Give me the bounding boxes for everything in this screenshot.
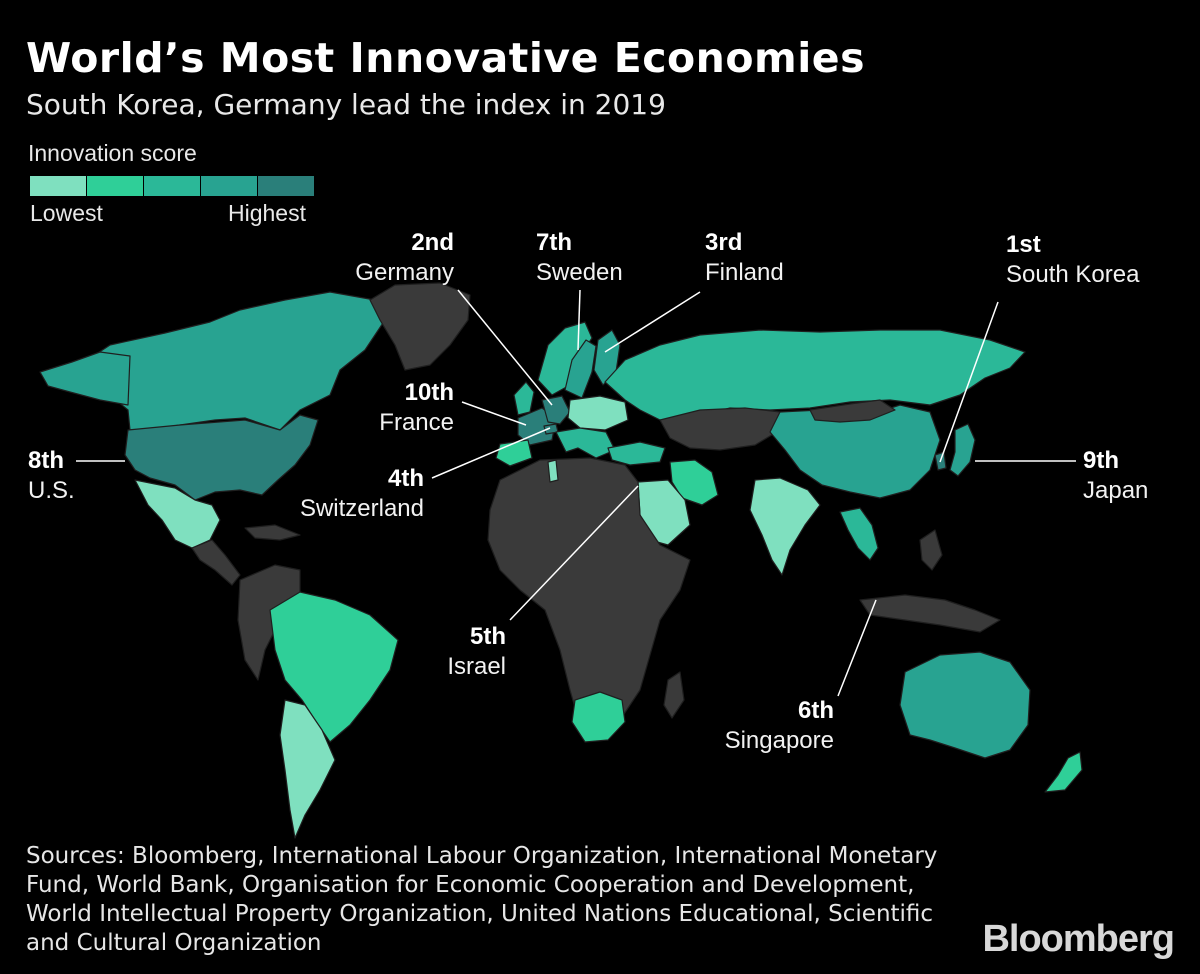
label-france: 10th France — [379, 378, 454, 438]
region-south-america-north — [237, 564, 301, 681]
bloomberg-logo: Bloomberg — [982, 918, 1175, 960]
leader-line-switzerland — [431, 427, 551, 479]
label-israel: 5th Israel — [447, 622, 506, 682]
legend-swatch-2 — [87, 176, 143, 196]
country-alaska — [39, 351, 131, 406]
country-japan — [949, 423, 976, 477]
region-balkans-italy — [555, 427, 616, 459]
country-name-south-korea: South Korea — [1006, 261, 1140, 288]
leader-line-israel — [509, 485, 639, 621]
country-india — [749, 477, 821, 576]
country-name-japan: Japan — [1083, 477, 1149, 504]
country-mexico — [134, 479, 221, 549]
region-central-america — [191, 539, 241, 586]
country-turkey — [607, 441, 666, 466]
sources-note: Sources: Bloomberg, International Labour… — [26, 843, 938, 956]
legend-swatch-1 — [30, 176, 86, 196]
country-south-africa — [571, 691, 626, 743]
label-us: 8th U.S. — [28, 446, 75, 506]
label-japan: 9th Japan — [1083, 446, 1148, 506]
rank-israel: 5th — [470, 623, 506, 650]
country-philippines — [919, 529, 943, 571]
legend-swatch-5 — [258, 176, 314, 196]
country-name-switzerland: Switzerland — [299, 495, 424, 522]
label-switzerland: 4th Switzerland — [300, 464, 424, 524]
country-name-us: U.S. — [28, 477, 75, 504]
rank-germany: 2nd — [411, 229, 454, 256]
region-caribbean — [244, 524, 301, 541]
chart-title: World’s Most Innovative Economies — [26, 34, 866, 82]
country-name-singapore: Singapore — [724, 727, 834, 754]
leader-line-germany — [457, 289, 553, 406]
country-name-germany: Germany — [355, 259, 454, 286]
rank-japan: 9th — [1083, 447, 1119, 474]
leader-line-sweden — [577, 289, 581, 351]
region-southeast-asia — [839, 507, 879, 561]
rank-south-korea: 1st — [1006, 231, 1041, 258]
country-tunisia — [547, 459, 559, 483]
rank-singapore: 6th — [798, 697, 834, 724]
rank-sweden: 7th — [536, 229, 572, 256]
label-finland: 3rd Finland — [705, 228, 784, 288]
country-germany — [541, 395, 571, 425]
legend-swatch-3 — [144, 176, 200, 196]
label-sweden: 7th Sweden — [536, 228, 623, 288]
country-name-finland: Finland — [705, 259, 784, 286]
region-central-asia — [659, 407, 781, 451]
leader-line-south-korea — [939, 301, 999, 463]
country-mongolia — [809, 399, 896, 423]
leader-line-singapore — [837, 599, 877, 697]
country-iran — [669, 459, 719, 506]
country-madagascar — [663, 671, 685, 719]
rank-switzerland: 4th — [388, 465, 424, 492]
leader-line-france — [461, 401, 527, 426]
country-australia — [899, 651, 1031, 759]
rank-finland: 3rd — [705, 229, 743, 256]
legend-low-label: Lowest — [30, 200, 103, 226]
region-africa — [487, 457, 691, 741]
rank-france: 10th — [404, 379, 454, 406]
country-greenland — [369, 282, 471, 371]
country-new-zealand — [1044, 751, 1083, 793]
country-name-france: France — [379, 409, 454, 436]
country-usa — [124, 414, 319, 501]
country-finland — [593, 329, 621, 386]
region-indonesia — [859, 594, 1001, 633]
country-brazil — [269, 591, 399, 743]
label-singapore: 6th Singapore — [725, 696, 834, 756]
country-argentina — [279, 699, 336, 839]
chart-subtitle: South Korea, Germany lead the index in 2… — [26, 88, 666, 121]
leader-line-finland — [604, 291, 701, 353]
country-canada — [71, 291, 386, 431]
country-russia — [604, 329, 1026, 421]
country-name-sweden: Sweden — [536, 259, 623, 286]
country-name-israel: Israel — [447, 653, 506, 680]
legend-high-label: Highest — [228, 200, 306, 226]
legend-title: Innovation score — [28, 140, 197, 166]
country-uk — [513, 381, 535, 416]
legend-swatch-4 — [201, 176, 257, 196]
label-south-korea: 1st South Korea — [1006, 230, 1139, 290]
rank-us: 8th — [28, 447, 64, 474]
label-germany: 2nd Germany — [355, 228, 454, 288]
legend-color-scale — [30, 176, 315, 196]
region-eastern-europe — [567, 395, 629, 431]
